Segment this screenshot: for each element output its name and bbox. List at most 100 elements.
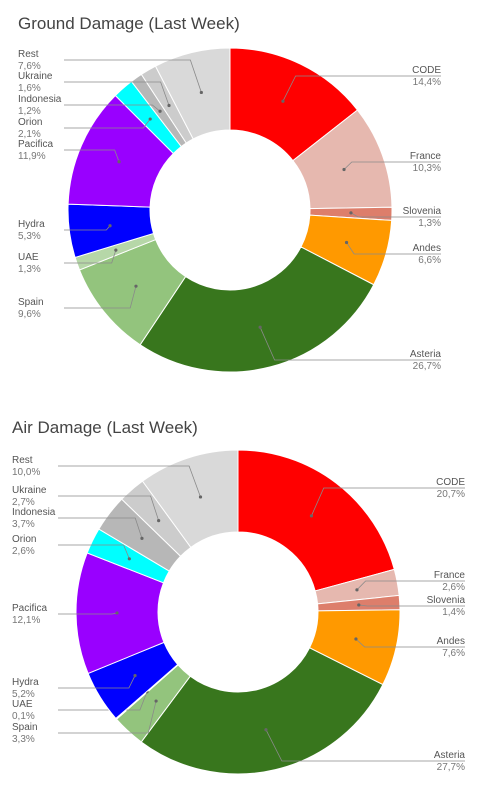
label-andes: Andes	[437, 636, 465, 647]
label-code: CODE	[412, 65, 441, 76]
leader-dot-france	[342, 167, 346, 172]
value-label-slovenia: 1,3%	[418, 218, 441, 229]
leader-line-uae	[64, 250, 117, 264]
value-label-spain: 3,3%	[12, 734, 35, 745]
leader-dot-orion	[127, 557, 131, 561]
leader-dot-rest	[198, 495, 203, 499]
leader-line-indonesia	[58, 517, 143, 539]
slice-asteria	[140, 647, 384, 775]
leader-dot-hydra	[133, 673, 137, 678]
label-spain: Spain	[12, 722, 38, 733]
value-label-ukraine: 2,7%	[12, 497, 35, 508]
value-label-pacifica: 12,1%	[12, 615, 40, 626]
value-label-code: 14,4%	[413, 77, 441, 88]
value-label-hydra: 5,2%	[12, 689, 35, 700]
label-indonesia: Indonesia	[18, 94, 62, 105]
leader-dot-france	[355, 588, 359, 592]
slice-code	[237, 449, 395, 592]
value-label-france: 2,6%	[442, 582, 465, 593]
leader-line-rest	[64, 59, 202, 93]
leader-dot-orion	[148, 117, 152, 121]
leader-dot-spain	[154, 699, 158, 703]
leader-dot-pacifica	[117, 160, 121, 164]
leader-dot-pacifica	[115, 611, 119, 615]
label-orion: Orion	[12, 534, 36, 545]
leader-line-indonesia	[64, 104, 161, 112]
label-uae: UAE	[18, 252, 39, 263]
leader-line-france	[343, 161, 441, 170]
label-ukraine: Ukraine	[18, 71, 53, 82]
label-ukraine: Ukraine	[12, 485, 47, 496]
leader-line-code	[282, 75, 441, 102]
leader-line-france	[356, 580, 465, 591]
leader-line-spain	[64, 286, 137, 309]
leader-line-andes	[346, 242, 441, 255]
leader-line-uae	[58, 691, 148, 711]
value-label-orion: 2,1%	[18, 129, 41, 140]
value-label-uae: 1,3%	[18, 264, 41, 275]
ground-damage-title: Ground Damage (Last Week)	[18, 14, 240, 33]
value-label-france: 10,3%	[413, 163, 441, 174]
leader-dot-ukraine	[167, 103, 171, 108]
leader-line-ukraine	[58, 495, 160, 521]
leader-line-pacifica	[64, 149, 120, 162]
label-pacifica: Pacifica	[18, 139, 53, 150]
label-asteria: Asteria	[434, 750, 466, 761]
leader-line-hydra	[58, 675, 136, 689]
leader-line-rest	[58, 465, 201, 498]
leader-line-slovenia	[350, 212, 441, 218]
label-hydra: Hydra	[18, 219, 45, 230]
label-orion: Orion	[18, 117, 42, 128]
label-france: France	[434, 570, 466, 581]
leader-dot-slovenia	[357, 603, 361, 607]
leader-dot-hydra	[108, 224, 112, 228]
slice-rest	[154, 47, 231, 140]
leader-line-pacifica	[58, 612, 118, 615]
label-spain: Spain	[18, 297, 44, 308]
value-label-ukraine: 1,6%	[18, 83, 41, 94]
leader-dot-asteria	[258, 325, 262, 329]
label-code: CODE	[436, 477, 465, 488]
label-france: France	[410, 151, 442, 162]
label-pacifica: Pacifica	[12, 603, 47, 614]
value-label-slovenia: 1,4%	[442, 607, 465, 618]
value-label-indonesia: 3,7%	[12, 519, 35, 530]
value-label-orion: 2,6%	[12, 546, 35, 557]
leader-dot-code	[281, 99, 285, 103]
label-slovenia: Slovenia	[427, 595, 466, 606]
leader-dot-rest	[199, 90, 203, 95]
label-hydra: Hydra	[12, 677, 39, 688]
value-label-spain: 9,6%	[18, 309, 41, 320]
leader-dot-uae	[114, 248, 118, 252]
value-label-asteria: 27,7%	[437, 762, 465, 773]
label-asteria: Asteria	[410, 349, 442, 360]
label-andes: Andes	[413, 243, 441, 254]
leader-dot-andes	[354, 637, 358, 641]
label-uae: UAE	[12, 699, 33, 710]
leader-line-orion	[58, 544, 130, 559]
leader-dot-asteria	[264, 728, 268, 732]
value-label-indonesia: 1,2%	[18, 106, 41, 117]
leader-dot-slovenia	[349, 211, 353, 215]
leader-dot-spain	[134, 284, 138, 288]
value-label-pacifica: 11,9%	[18, 151, 46, 162]
leader-dot-andes	[344, 240, 349, 245]
leader-line-slovenia	[358, 604, 465, 607]
leader-line-code	[311, 487, 465, 517]
label-rest: Rest	[18, 49, 39, 60]
leader-line-andes	[355, 638, 465, 648]
air-damage-title: Air Damage (Last Week)	[12, 418, 198, 437]
leader-dot-indonesia	[158, 109, 162, 113]
leader-line-hydra	[64, 225, 111, 231]
leader-dot-indonesia	[140, 536, 144, 541]
value-label-code: 20,7%	[437, 489, 465, 500]
leader-line-ukraine	[64, 81, 170, 106]
leader-dot-code	[309, 514, 314, 518]
leader-line-asteria	[259, 327, 441, 361]
leader-line-spain	[58, 700, 157, 734]
slice-asteria	[139, 246, 375, 373]
label-rest: Rest	[12, 455, 33, 466]
ground-damage-chart: CODE14,4%France10,3%Slovenia1,3%Andes6,6…	[18, 47, 442, 373]
leader-line-orion	[64, 118, 151, 129]
air-damage-chart: CODE20,7%France2,6%Slovenia1,4%Andes7,6%…	[12, 449, 466, 775]
